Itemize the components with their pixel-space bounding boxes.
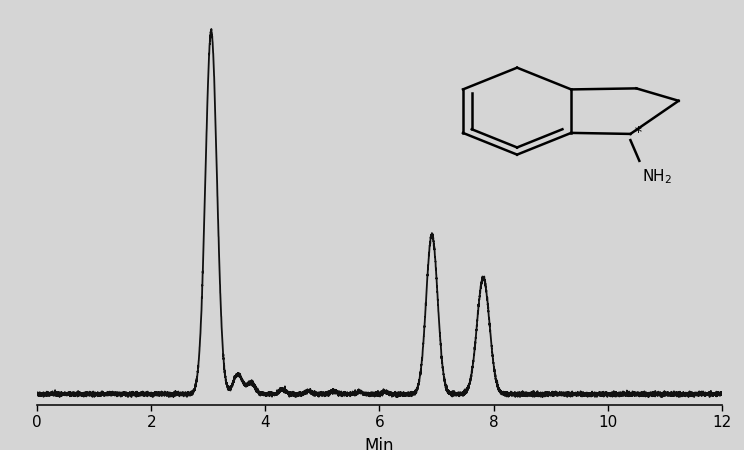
X-axis label: Min: Min	[365, 437, 394, 450]
Text: *: *	[635, 126, 642, 140]
Text: NH$_2$: NH$_2$	[642, 167, 673, 186]
